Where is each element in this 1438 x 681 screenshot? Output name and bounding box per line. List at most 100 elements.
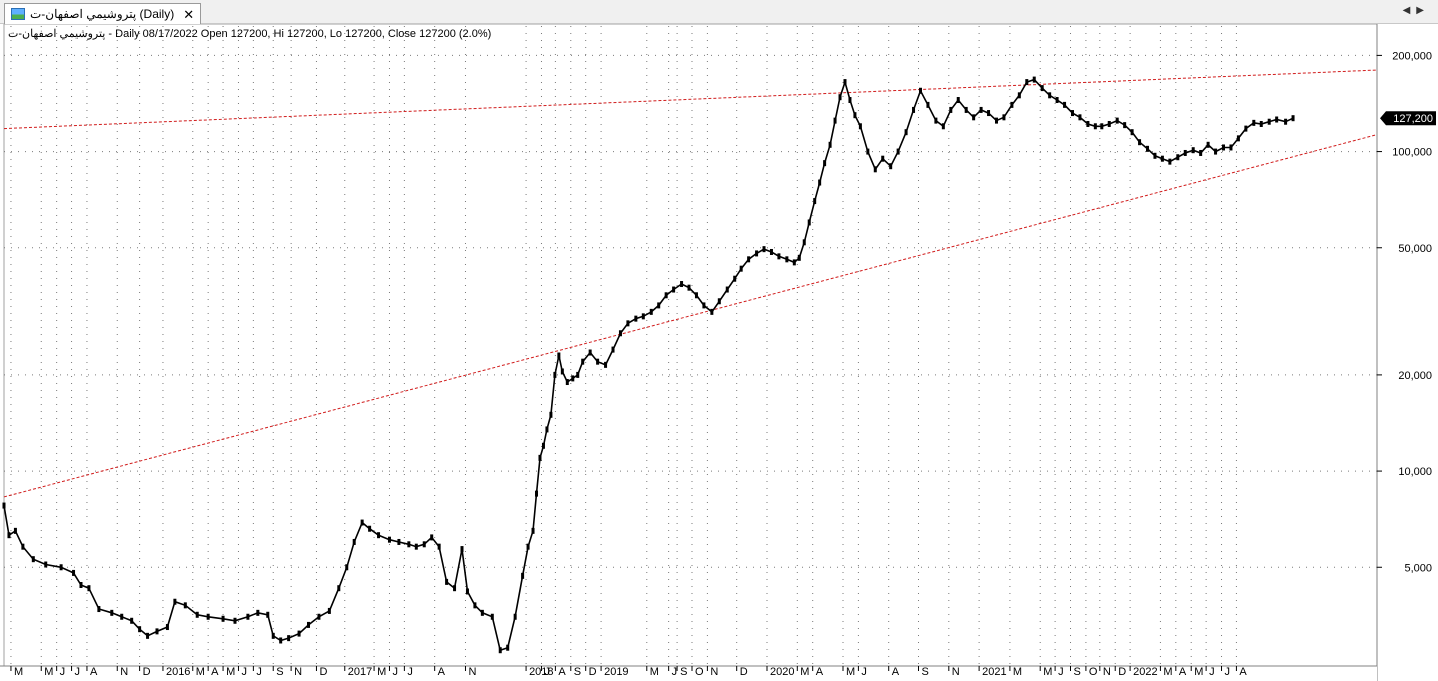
scroll-right-icon[interactable]: ▶ <box>1416 5 1430 16</box>
price-bar <box>21 543 25 550</box>
price-bar <box>44 561 48 568</box>
x-tick-label: 2021 <box>982 666 1006 678</box>
price-bar <box>581 358 585 365</box>
price-bar <box>949 106 953 113</box>
price-bar <box>1138 139 1142 146</box>
price-bar <box>918 87 922 94</box>
price-bar <box>866 148 870 155</box>
x-tick-label: A <box>1179 666 1187 678</box>
price-bar <box>1267 118 1271 125</box>
x-tick-label: 2018 <box>529 666 553 678</box>
price-bar <box>480 609 484 616</box>
price-bar <box>565 379 569 386</box>
price-bar <box>195 611 199 618</box>
price-bar <box>588 349 592 356</box>
price-bar <box>762 246 766 253</box>
price-bar <box>345 564 349 571</box>
price-bar <box>1055 97 1059 104</box>
price-bar <box>979 106 983 113</box>
price-bar <box>397 538 401 545</box>
price-bar <box>1236 135 1240 142</box>
price-bar <box>155 628 159 635</box>
price-bar <box>634 315 638 322</box>
x-tick-label: S <box>680 666 687 678</box>
price-bar <box>994 117 998 124</box>
price-bar <box>506 644 510 651</box>
price-bar <box>833 117 837 124</box>
price-bar <box>553 371 557 378</box>
price-bar <box>858 123 862 130</box>
price-bar <box>557 352 561 359</box>
price-bar <box>1222 144 1226 151</box>
x-tick-label: J <box>241 666 247 678</box>
price-bar <box>1275 116 1279 123</box>
price-bar <box>317 613 321 620</box>
tab-bar: پتروشيمي اصفهان-ت (Daily) ✕ ◀▶ <box>0 0 1438 24</box>
price-bar <box>769 248 773 255</box>
x-tick-label: J <box>392 666 398 678</box>
x-tick-label: J <box>1225 666 1231 678</box>
price-bar <box>407 541 411 548</box>
price-bar <box>1214 148 1218 155</box>
chart-tab[interactable]: پتروشيمي اصفهان-ت (Daily) ✕ <box>4 3 202 24</box>
y-axis-panel <box>1377 24 1438 681</box>
price-bar <box>146 632 150 639</box>
y-tick-label: 5,000 <box>1404 562 1432 574</box>
price-bar <box>649 308 653 315</box>
price-bar <box>926 101 930 108</box>
x-tick-label: 2017 <box>348 666 372 678</box>
price-bar <box>818 179 822 186</box>
x-tick-label: J <box>861 666 867 678</box>
price-bar <box>1017 92 1021 99</box>
price-bar <box>1160 155 1164 162</box>
price-bar <box>912 106 916 113</box>
price-bar <box>777 253 781 260</box>
price-bar <box>838 94 842 101</box>
scroll-left-icon[interactable]: ◀ <box>1402 5 1417 16</box>
trendline[interactable] <box>3 134 1378 498</box>
price-bar <box>246 613 250 620</box>
price-bar <box>473 602 477 609</box>
price-bar <box>964 106 968 113</box>
price-bar <box>1025 79 1029 86</box>
price-bar <box>941 123 945 130</box>
price-bar <box>387 536 391 543</box>
x-tick-label: D <box>1118 666 1126 678</box>
x-tick-label: N <box>710 666 718 678</box>
y-tick-label: 100,000 <box>1392 147 1432 159</box>
price-bar <box>430 534 434 541</box>
price-bar <box>327 607 331 614</box>
price-bar <box>549 411 553 418</box>
y-tick-label: 50,000 <box>1398 243 1432 255</box>
price-bar <box>571 375 575 382</box>
price-bar <box>13 527 17 534</box>
price-bar <box>87 585 91 592</box>
trendline[interactable] <box>3 69 1378 130</box>
price-bar <box>221 615 225 622</box>
price-bar <box>1040 85 1044 92</box>
price-bar <box>904 129 908 136</box>
close-icon[interactable]: ✕ <box>183 6 195 22</box>
price-bar <box>7 532 11 539</box>
price-bar <box>1259 120 1263 127</box>
tab-scroll-controls: ◀▶ <box>1403 5 1430 16</box>
price-bar <box>802 239 806 246</box>
price-bar <box>792 259 796 266</box>
price-bar <box>987 110 991 117</box>
x-tick-label: N <box>1103 666 1111 678</box>
price-bar <box>1070 110 1074 117</box>
price-bar <box>725 286 729 293</box>
price-bar <box>183 602 187 609</box>
x-tick-label: M <box>1043 666 1052 678</box>
x-tick-label: D <box>740 666 748 678</box>
x-tick-label: D <box>589 666 597 678</box>
price-bar <box>843 79 847 86</box>
plot-area[interactable] <box>3 24 1378 667</box>
price-bar <box>1244 125 1248 132</box>
price-bar <box>1153 152 1157 159</box>
x-tick-label: J <box>1058 666 1064 678</box>
y-tick-label: 10,000 <box>1398 466 1432 478</box>
x-tick-label: A <box>1239 666 1247 678</box>
x-tick-label: M <box>14 666 23 678</box>
